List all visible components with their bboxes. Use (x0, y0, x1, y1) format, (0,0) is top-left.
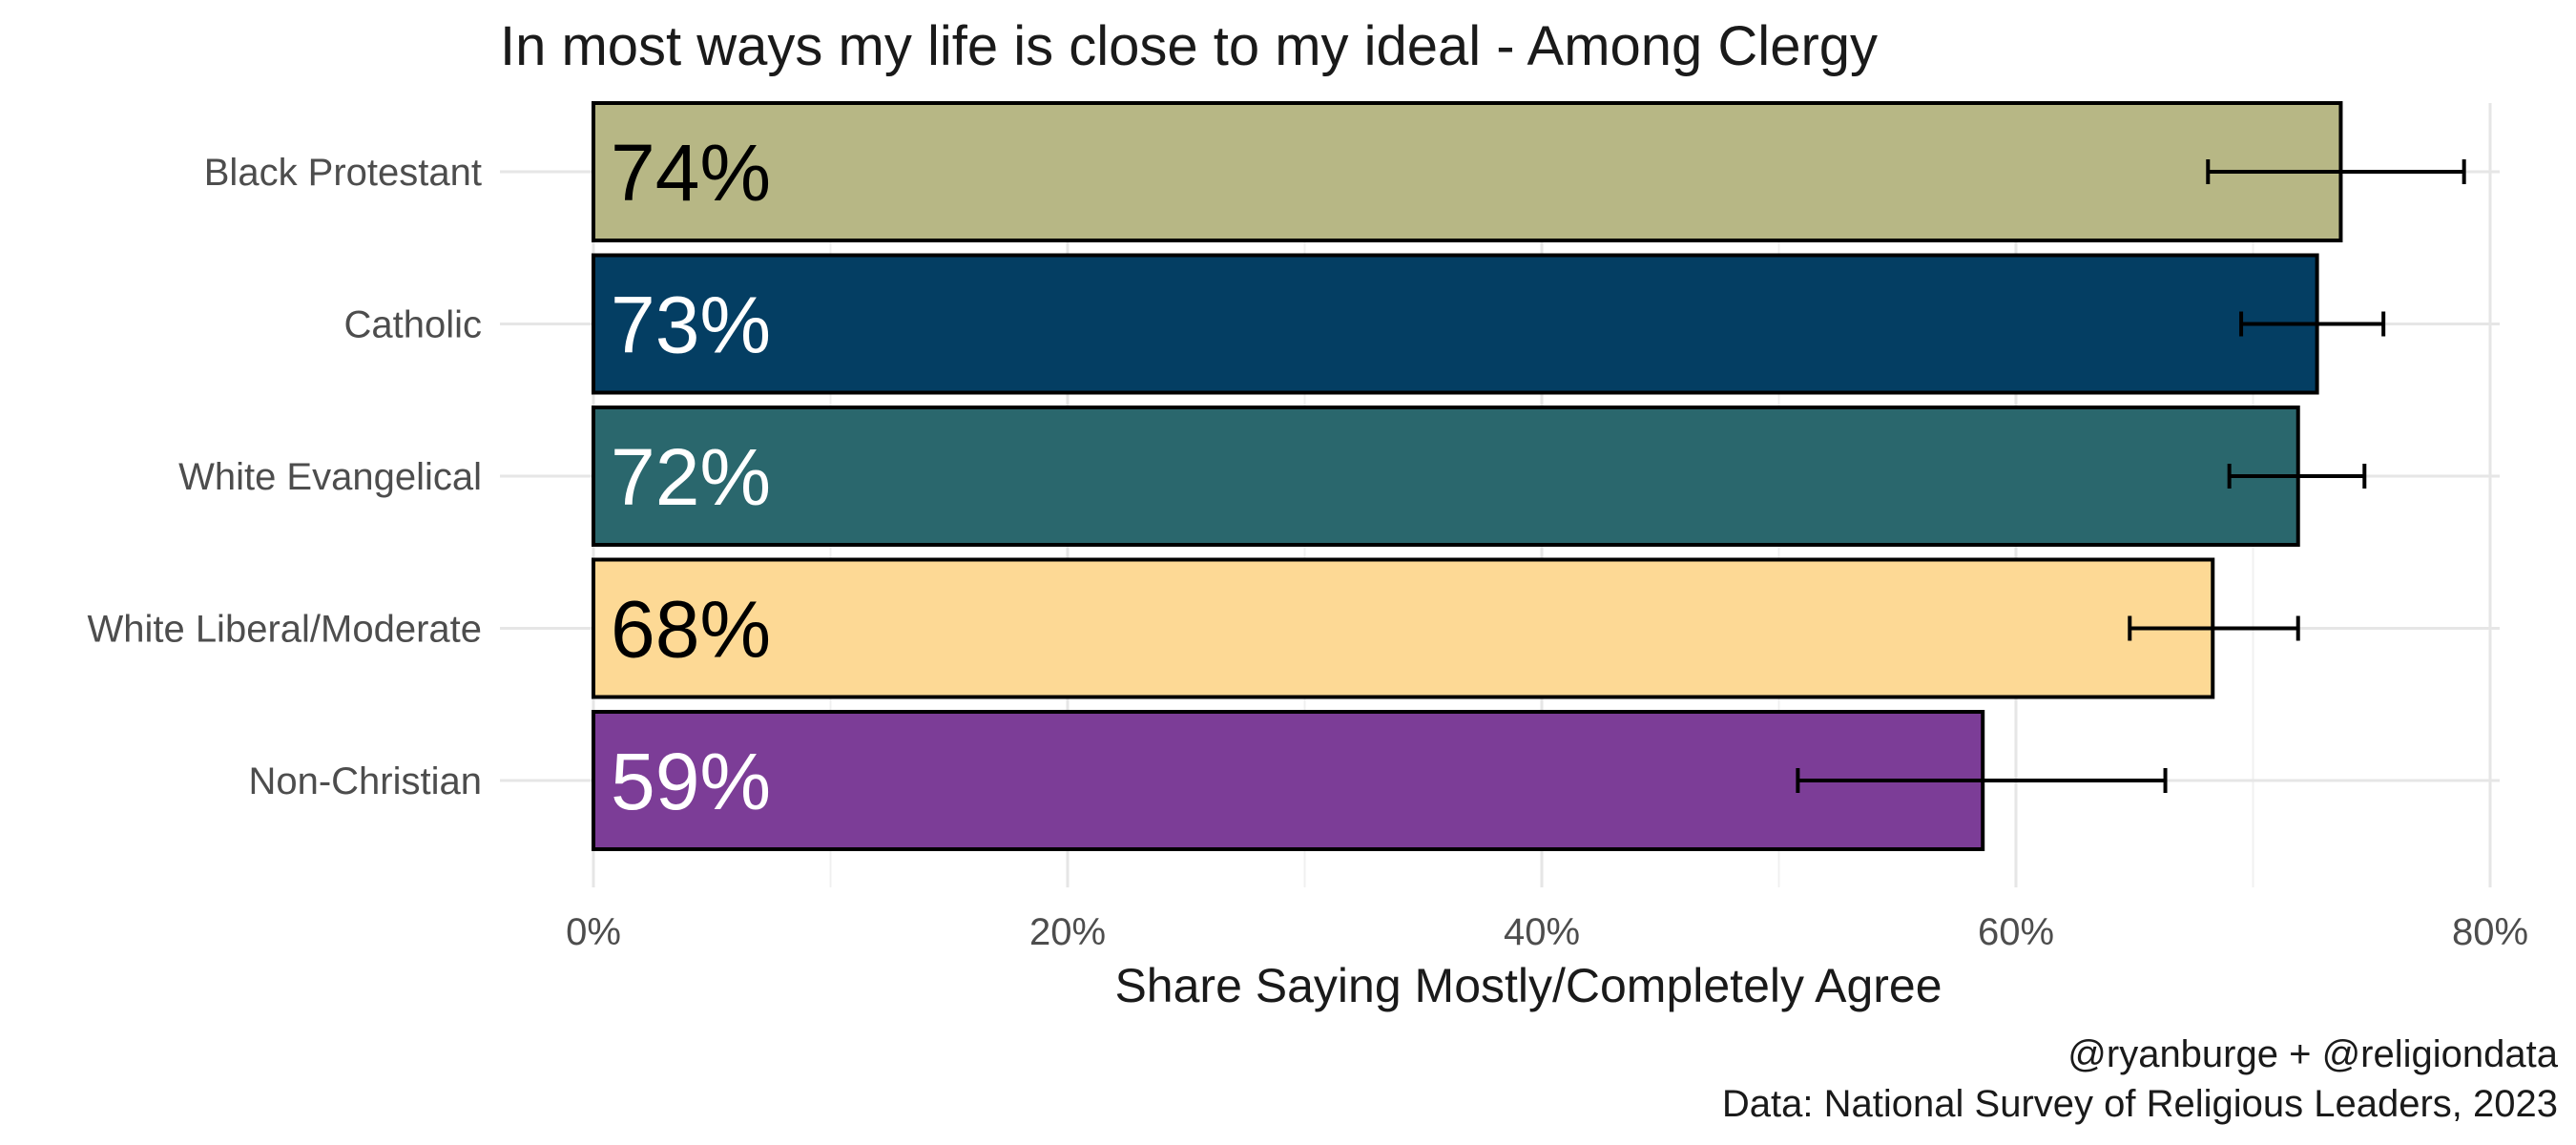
category-label: White Liberal/Moderate (87, 609, 482, 651)
x-tick-label: 80% (2452, 911, 2528, 953)
bar (592, 557, 2215, 699)
chart-title: In most ways my life is close to my idea… (500, 15, 1878, 77)
category-label: Catholic (343, 304, 482, 346)
x-axis-title: Share Saying Mostly/Completely Agree (1114, 959, 1942, 1012)
category-label: Black Protestant (204, 152, 482, 194)
x-tick-label: 0% (566, 911, 621, 953)
bar (592, 406, 2300, 547)
caption-credit: @ryanburge + @religiondata (2067, 1033, 2558, 1075)
bar-value-label: 72% (611, 432, 771, 522)
x-tick-label: 20% (1029, 911, 1106, 953)
category-label: Non-Christian (248, 760, 482, 802)
bar-value-label: 73% (611, 281, 771, 370)
bar (592, 253, 2319, 395)
x-tick-labels: 0% 20% 40% 60% 80% (566, 911, 2528, 953)
caption-source: Data: National Survey of Religious Leade… (1722, 1083, 2558, 1125)
bar (592, 710, 1985, 851)
category-label: White Evangelical (178, 456, 482, 498)
bars (592, 101, 2343, 851)
x-tick-label: 40% (1504, 911, 1580, 953)
bar-value-label: 59% (611, 737, 771, 826)
bar-value-label: 74% (611, 128, 771, 218)
x-tick-label: 60% (1978, 911, 2054, 953)
bar-labels: 74% 73% 72% 68% 59% (611, 128, 771, 826)
bar-value-label: 68% (611, 585, 771, 675)
error-bars (1796, 159, 2466, 793)
category-labels: Black Protestant Catholic White Evangelica… (87, 152, 482, 802)
bar (592, 101, 2343, 242)
